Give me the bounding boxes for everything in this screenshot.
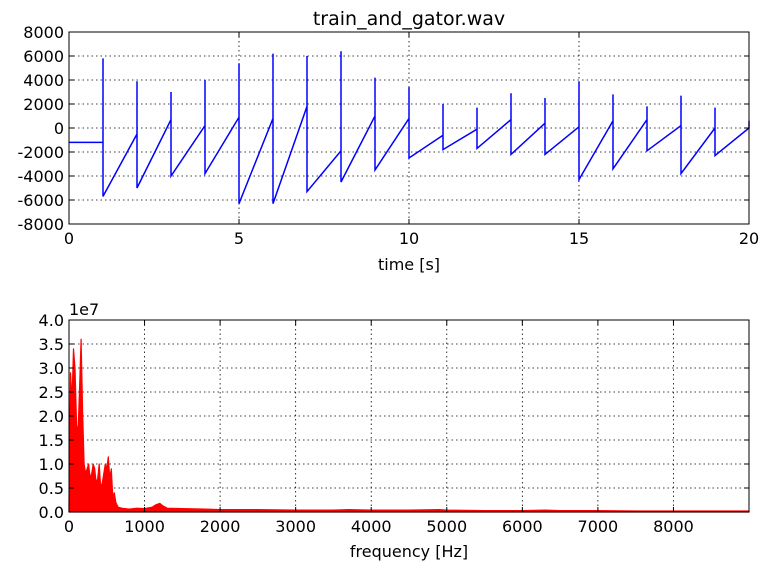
y-tick-label: 4.0	[39, 311, 64, 330]
y-tick-label: -8000	[18, 215, 65, 234]
spectrum-area	[68, 338, 750, 513]
y-tick-label: 3.5	[39, 335, 64, 354]
spectrum-series	[68, 338, 750, 513]
spectrum-chart: 1e7 0 1000 2000 3000 4000 5000 6000 7000 8000 0.…	[39, 300, 750, 561]
spectrum-x-label: frequency [Hz]	[350, 542, 468, 561]
y-tick-label: -2000	[18, 143, 65, 162]
spectrum-y-offset-label: 1e7	[69, 300, 99, 319]
x-tick-label: 20	[739, 229, 759, 248]
spectrum-plot-frame	[68, 319, 750, 513]
x-tick-label: 4000	[351, 517, 392, 536]
x-tick-label: 5	[234, 229, 244, 248]
x-tick-label: 0	[64, 229, 74, 248]
y-tick-label: 4000	[23, 71, 64, 90]
waveform-x-label: time [s]	[378, 255, 440, 274]
y-tick-label: 8000	[23, 23, 64, 42]
x-tick-label: 15	[569, 229, 589, 248]
x-tick-label: 6000	[502, 517, 543, 536]
x-tick-label: 3000	[275, 517, 316, 536]
y-tick-label: 0.5	[39, 479, 64, 498]
waveform-chart: train_and_gator.wav 0 5 10 15 20 -8000-6000-…	[18, 8, 760, 274]
waveform-x-ticks: 0 5 10 15 20	[64, 32, 759, 248]
y-tick-label: 1.5	[39, 431, 64, 450]
y-tick-label: -4000	[18, 167, 65, 186]
y-tick-label: 0	[54, 119, 64, 138]
x-tick-label: 8000	[653, 517, 694, 536]
spectrum-y-ticks: 0.0 0.5 1.0 1.5 2.0 2.5 3.0 3.5 4.0	[39, 311, 749, 522]
y-tick-label: 0.0	[39, 503, 64, 522]
y-tick-label: 2.0	[39, 407, 64, 426]
x-tick-label: 2000	[200, 517, 241, 536]
chart-title: train_and_gator.wav	[313, 8, 505, 30]
x-tick-label: 7000	[578, 517, 619, 536]
waveform-y-ticks: -8000 -6000 -4000 -2000 0 2000 4000 6000 8000	[18, 23, 749, 234]
waveform-line	[69, 51, 750, 204]
x-tick-label: 10	[399, 229, 419, 248]
y-tick-label: 1.0	[39, 455, 64, 474]
waveform-series	[69, 51, 750, 204]
y-tick-label: 3.0	[39, 359, 64, 378]
x-tick-label: 5000	[426, 517, 467, 536]
y-tick-label: 2000	[23, 95, 64, 114]
y-tick-label: 2.5	[39, 383, 64, 402]
x-tick-label: 1000	[124, 517, 165, 536]
x-tick-label: 0	[64, 517, 74, 536]
spectrum-x-ticks: 0 1000 2000 3000 4000 5000 6000 7000 8000	[64, 320, 694, 536]
y-tick-label: 6000	[23, 47, 64, 66]
y-tick-label: -6000	[18, 191, 65, 210]
spectrum-grid	[69, 320, 749, 512]
